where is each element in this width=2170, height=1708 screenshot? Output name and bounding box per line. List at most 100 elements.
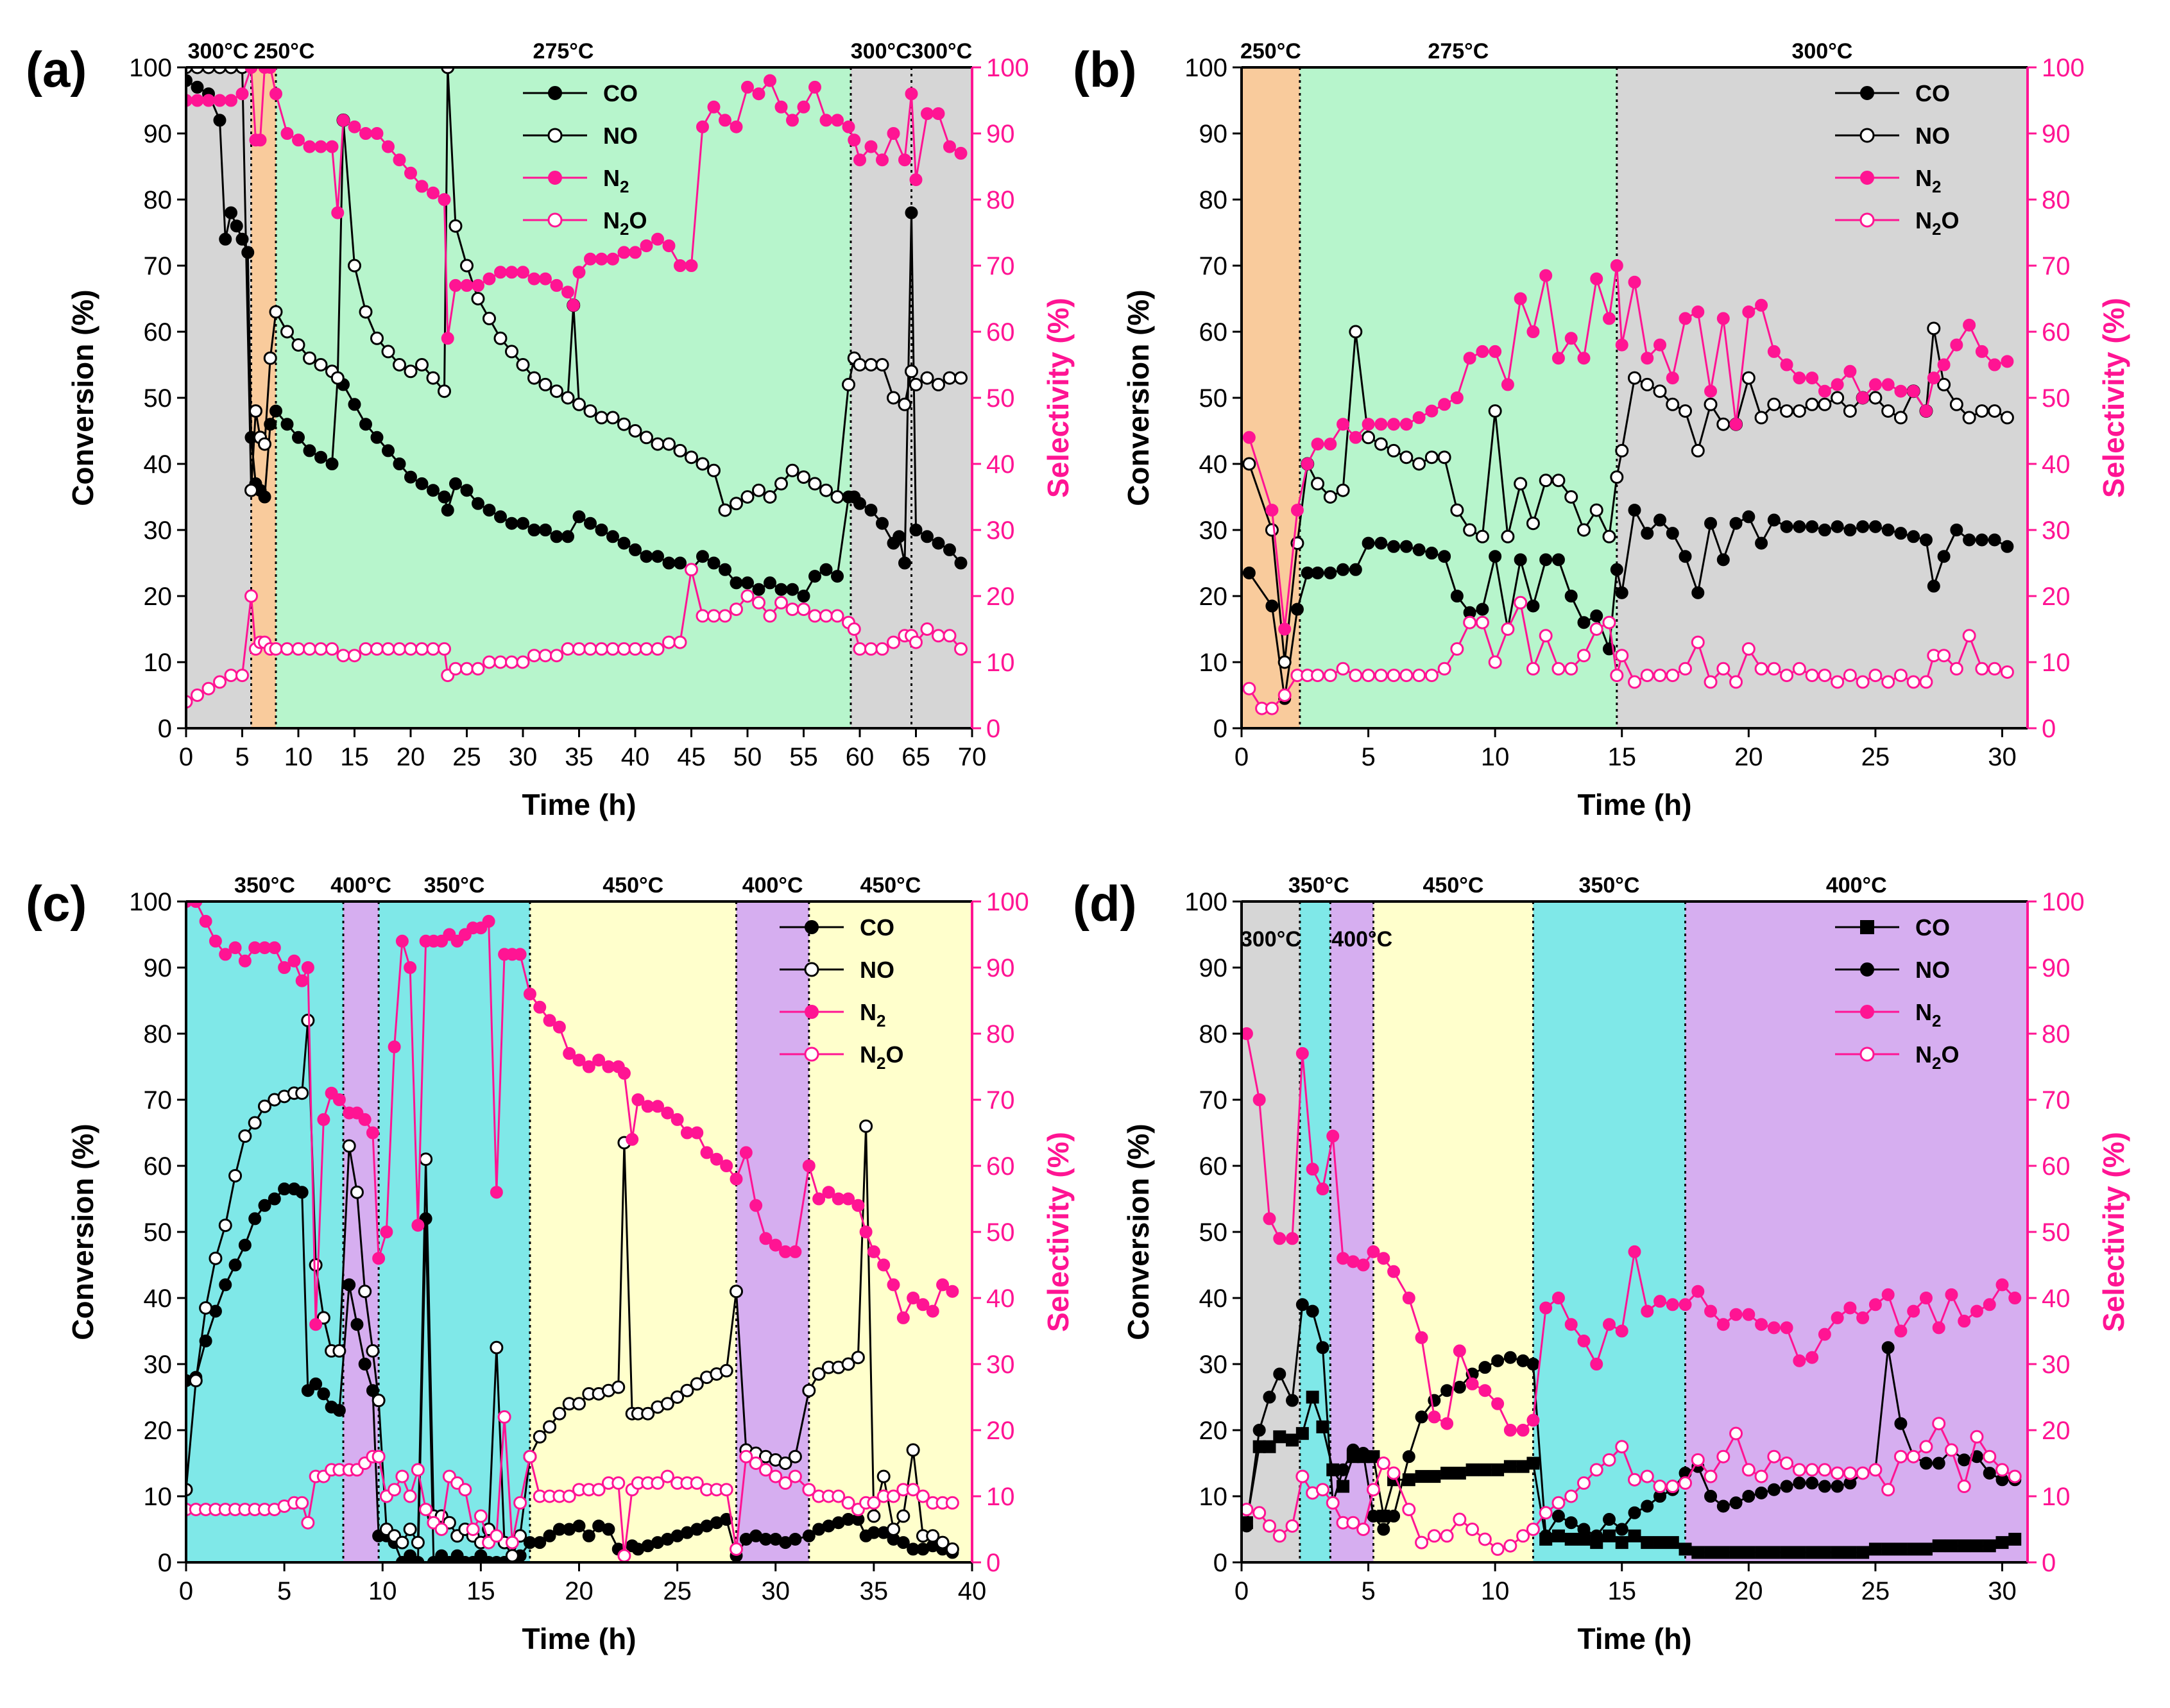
data-point-no bbox=[1263, 1390, 1276, 1404]
data-point-no bbox=[774, 477, 788, 491]
region-label: 450°C bbox=[860, 873, 921, 898]
data-point-n2 bbox=[1301, 457, 1314, 470]
data-point-no bbox=[778, 1456, 792, 1470]
data-point-n2o bbox=[1666, 1480, 1680, 1494]
data-point-n2 bbox=[1453, 1344, 1466, 1358]
data-point-n2 bbox=[662, 239, 676, 253]
data-point-n2o bbox=[1919, 1440, 1933, 1454]
data-point-n2 bbox=[309, 1318, 323, 1331]
data-point-co bbox=[317, 1387, 330, 1401]
data-point-n2o bbox=[434, 1523, 449, 1536]
data-point-co bbox=[1983, 1539, 1996, 1553]
data-point-n2 bbox=[819, 114, 833, 127]
data-point-co bbox=[1450, 590, 1464, 602]
data-point-co bbox=[1831, 1546, 1844, 1559]
x-tick-label: 65 bbox=[901, 743, 930, 771]
data-point-no bbox=[1806, 1476, 1819, 1490]
data-point-no bbox=[1265, 523, 1279, 537]
data-point-n2 bbox=[1356, 1258, 1370, 1272]
data-point-n2o bbox=[1995, 1463, 2009, 1477]
data-point-co bbox=[1666, 1536, 1679, 1550]
data-point-co bbox=[1615, 586, 1628, 599]
data-point-co bbox=[314, 450, 327, 464]
x-tick-label: 20 bbox=[397, 743, 425, 771]
data-point-no bbox=[718, 503, 732, 517]
data-point-co bbox=[802, 1529, 816, 1542]
data-point-no bbox=[1704, 397, 1718, 411]
x-axis-title: Time (h) bbox=[1577, 788, 1691, 821]
y-tick-label-left: 80 bbox=[1199, 1020, 1228, 1048]
data-point-co bbox=[1937, 550, 1951, 563]
data-point-co bbox=[494, 510, 507, 524]
data-point-n2 bbox=[1907, 384, 1920, 398]
data-point-n2o bbox=[1767, 1449, 1781, 1464]
data-point-n2 bbox=[372, 1252, 386, 1265]
data-point-n2o bbox=[1615, 649, 1629, 663]
data-point-no bbox=[1475, 529, 1489, 543]
x-tick-label: 30 bbox=[762, 1577, 790, 1605]
data-point-no bbox=[1242, 457, 1256, 471]
data-point-n2o bbox=[1805, 1463, 1819, 1477]
data-point-n2 bbox=[700, 1146, 713, 1159]
region-label: 300°C bbox=[1791, 39, 1852, 64]
data-point-co bbox=[774, 583, 788, 596]
data-point-no bbox=[730, 497, 743, 511]
region-band bbox=[1373, 901, 1534, 1562]
data-point-n2o bbox=[325, 642, 339, 656]
data-point-co bbox=[219, 232, 232, 246]
data-point-co bbox=[662, 556, 676, 570]
data-point-n2 bbox=[1927, 371, 1940, 385]
data-point-n2 bbox=[1780, 358, 1793, 371]
data-point-co bbox=[366, 1384, 379, 1397]
data-point-n2o bbox=[1962, 629, 1976, 643]
data-point-n2 bbox=[1516, 1424, 1530, 1437]
data-point-no bbox=[370, 331, 384, 345]
data-point-n2 bbox=[1793, 1354, 1806, 1367]
data-point-co bbox=[1265, 599, 1279, 613]
data-point-co bbox=[199, 1334, 212, 1347]
data-point-n2o bbox=[1427, 1529, 1441, 1543]
data-point-no bbox=[935, 1535, 950, 1550]
data-point-n2 bbox=[905, 87, 918, 101]
data-point-no bbox=[342, 1139, 356, 1153]
data-point-no bbox=[1311, 477, 1325, 491]
data-point-n2 bbox=[896, 1311, 910, 1324]
data-point-no bbox=[752, 483, 765, 497]
y-tick-label-right: 60 bbox=[2042, 1152, 2071, 1181]
data-point-n2o bbox=[1387, 669, 1401, 683]
data-point-n2 bbox=[415, 180, 429, 193]
data-point-co bbox=[1894, 527, 1908, 540]
data-point-n2o bbox=[1402, 1503, 1416, 1517]
data-point-n2o bbox=[393, 642, 406, 656]
data-point-n2 bbox=[1628, 1245, 1641, 1258]
x-tick-label: 15 bbox=[1607, 1577, 1636, 1605]
data-point-n2o bbox=[916, 1489, 930, 1503]
data-point-n2o bbox=[867, 1496, 881, 1510]
data-point-n2o bbox=[1437, 662, 1451, 676]
data-point-co bbox=[1856, 1546, 1870, 1559]
data-point-no bbox=[954, 371, 968, 385]
data-point-no bbox=[1463, 523, 1477, 537]
data-point-no bbox=[797, 470, 810, 484]
data-point-n2o bbox=[1780, 669, 1794, 683]
data-point-n2o bbox=[1576, 1476, 1591, 1490]
data-point-n2 bbox=[1295, 1046, 1309, 1060]
data-point-co bbox=[1679, 550, 1692, 563]
data-point-n2 bbox=[932, 107, 945, 121]
x-tick-label: 5 bbox=[1361, 1577, 1375, 1605]
data-point-no bbox=[943, 371, 957, 385]
data-point-no bbox=[1666, 397, 1680, 411]
y-tick-label-right: 10 bbox=[986, 649, 1015, 677]
data-point-co bbox=[472, 497, 484, 510]
data-point-co bbox=[602, 1523, 615, 1536]
data-point-no bbox=[896, 1509, 910, 1523]
y-tick-label-right: 20 bbox=[2042, 583, 2071, 611]
data-point-co bbox=[1691, 1546, 1705, 1559]
data-point-no bbox=[471, 292, 485, 305]
data-point-n2o bbox=[1729, 1426, 1743, 1440]
data-point-co bbox=[1988, 533, 2001, 547]
data-point-co bbox=[543, 1529, 556, 1542]
legend-marker-no bbox=[547, 128, 563, 143]
data-point-co bbox=[1349, 563, 1362, 576]
data-point-co bbox=[1868, 1542, 1882, 1556]
